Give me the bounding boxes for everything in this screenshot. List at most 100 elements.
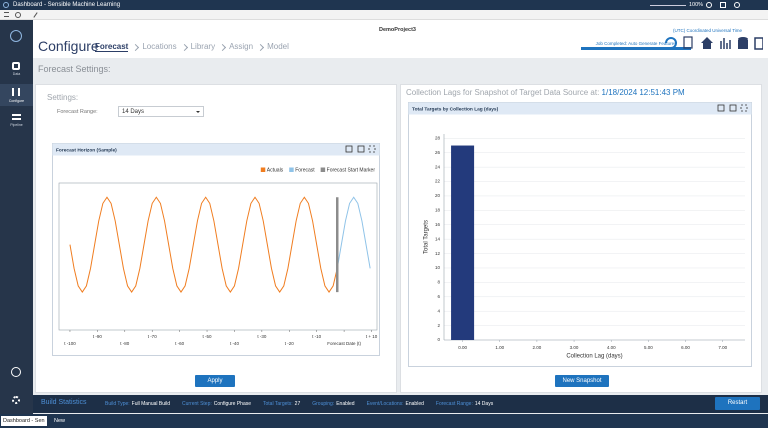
- refresh-icon[interactable]: [665, 37, 677, 49]
- plot-area: [58, 182, 378, 331]
- x-tick-label: 6.00: [681, 345, 690, 350]
- job-status: Job Completed: Auto Generate Features: [595, 41, 677, 46]
- breadcrumb-item[interactable]: Locations: [142, 42, 177, 51]
- help-icon[interactable]: [11, 367, 21, 377]
- y-tick-label: 16: [435, 222, 441, 227]
- settings-icon[interactable]: [15, 12, 21, 18]
- nav-label[interactable]: Pipeline: [10, 123, 23, 127]
- status-label: Total Targets:: [263, 400, 293, 407]
- nav-label[interactable]: Configure: [8, 99, 25, 103]
- x-tick-label: 3.00: [570, 345, 579, 350]
- x-tick-label: t -10: [312, 334, 322, 339]
- pipeline-icon[interactable]: [12, 114, 21, 120]
- breadcrumb-item[interactable]: Model: [267, 42, 289, 51]
- y-tick-label: 10: [435, 265, 441, 270]
- chart-header: [52, 143, 380, 156]
- status-bar: Build Statistics Build Type: Full Manual …: [33, 395, 768, 413]
- x-axis-label: Collection Lag (days): [566, 354, 622, 360]
- status-label: Build Type:: [105, 400, 130, 407]
- header-icons: [665, 36, 763, 50]
- maximize-button[interactable]: [720, 2, 726, 8]
- breadcrumb-item[interactable]: Assign: [229, 42, 254, 51]
- status-item: Forecast Range: 14 Days: [436, 401, 493, 407]
- new-snapshot-button[interactable]: New Snapshot: [555, 375, 609, 387]
- x-tick-label: t + 10: [366, 334, 378, 339]
- y-tick-label: 14: [435, 236, 441, 241]
- status-value: Enabled: [336, 400, 355, 407]
- configure-icon[interactable]: [12, 88, 20, 96]
- report-icon[interactable]: [683, 36, 693, 49]
- help-button[interactable]: [706, 2, 712, 8]
- close-button[interactable]: [734, 2, 740, 8]
- y-tick-label: 8: [437, 280, 440, 285]
- chart-title: Total Targets by Collection Lag (days): [412, 106, 499, 112]
- project-name: DemoProject3: [379, 27, 416, 33]
- x-tick-label: t -50: [203, 334, 213, 339]
- x-tick-label: t -80: [120, 341, 130, 346]
- nav-label[interactable]: Data: [12, 72, 21, 76]
- nav-active[interactable]: [0, 84, 33, 106]
- x-tick-label: 5.00: [644, 345, 653, 350]
- status-value: 14 Days: [474, 400, 494, 407]
- y-tick-label: 26: [435, 150, 441, 155]
- title-bar: Dashboard - Sensible Machine Learning 10…: [0, 0, 768, 10]
- database-icon[interactable]: [738, 40, 748, 49]
- zoom-slider[interactable]: [650, 4, 686, 6]
- save-icon[interactable]: [754, 37, 763, 50]
- legend-swatch: [260, 167, 266, 172]
- y-tick-label: 12: [435, 251, 441, 256]
- y-tick-label: 4: [437, 308, 440, 313]
- progress-bar: [581, 47, 691, 50]
- apply-button[interactable]: Apply: [195, 375, 235, 387]
- chart-frame: [52, 143, 380, 356]
- app-icon: [3, 2, 9, 8]
- status-label: Event/Locations:: [366, 400, 404, 407]
- x-tick-label: 1.00: [495, 345, 504, 350]
- legend-label: Forecast Start Marker: [327, 167, 376, 173]
- window-title: Dashboard - Sensible Machine Learning: [13, 1, 121, 8]
- x-tick-label: 0.00: [458, 345, 467, 350]
- x-tick-label: 4.00: [607, 345, 616, 350]
- chart-title: Forecast Horizon (Sample): [56, 147, 117, 153]
- range-select[interactable]: 14 Days: [118, 106, 204, 117]
- x-tick-label: t -20: [285, 341, 295, 346]
- field-label: Forecast Range:: [57, 109, 98, 115]
- page-title: Configure: [38, 38, 99, 54]
- status-value: 27: [294, 400, 301, 407]
- forecast-chart: Forecast Horizon (Sample) t -100 t -90 t -8…: [52, 143, 380, 346]
- y-tick-label: 18: [435, 208, 441, 213]
- y-axis-label: Total Targets: [424, 220, 430, 254]
- select-arrow: [196, 111, 200, 113]
- task-tab[interactable]: New: [54, 418, 66, 424]
- x-tick-label: t -70: [148, 334, 158, 339]
- restart-button[interactable]: Restart: [715, 397, 760, 410]
- task-tab[interactable]: Dashboard - Sen: [1, 416, 47, 426]
- legend-swatch: [289, 167, 294, 172]
- breadcrumb-item[interactable]: Forecast: [95, 42, 129, 52]
- chart-icon[interactable]: [720, 38, 731, 49]
- series-line: [336, 196, 371, 269]
- breadcrumb-item[interactable]: Library: [190, 42, 216, 51]
- lags-timestamp: 1/18/2024 12:51:43 PM: [601, 88, 685, 97]
- expand-icon: [740, 104, 748, 112]
- home-icon[interactable]: [701, 37, 713, 49]
- legend-label: Actuals: [267, 167, 284, 173]
- header: DemoProject3 Configure Forecast Locations…: [33, 20, 768, 58]
- status-value: Enabled: [405, 400, 424, 407]
- data-icon[interactable]: [12, 62, 20, 70]
- toolbar: [0, 10, 768, 20]
- x-tick-label: t -90: [93, 334, 103, 339]
- settings-title: Settings:: [47, 93, 79, 102]
- breadcrumb: Forecast Locations Library Assign Model: [95, 42, 303, 52]
- lags-title: Collection Lags for Snapshot of Target D…: [406, 88, 685, 97]
- export-icon: [345, 145, 353, 153]
- status-item: Total Targets: 27: [263, 401, 300, 407]
- filter-icon[interactable]: [4, 12, 9, 17]
- bar: [451, 145, 475, 340]
- settings-icon[interactable]: [12, 396, 20, 404]
- edit-icon[interactable]: [33, 12, 38, 18]
- status-label: Current Step:: [182, 400, 212, 407]
- sidebar: Data Configure Pipeline: [0, 20, 33, 414]
- toggle-icon: [729, 104, 737, 112]
- lags-chart: Total Targets by Collection Lag (days) 0 2…: [408, 102, 752, 360]
